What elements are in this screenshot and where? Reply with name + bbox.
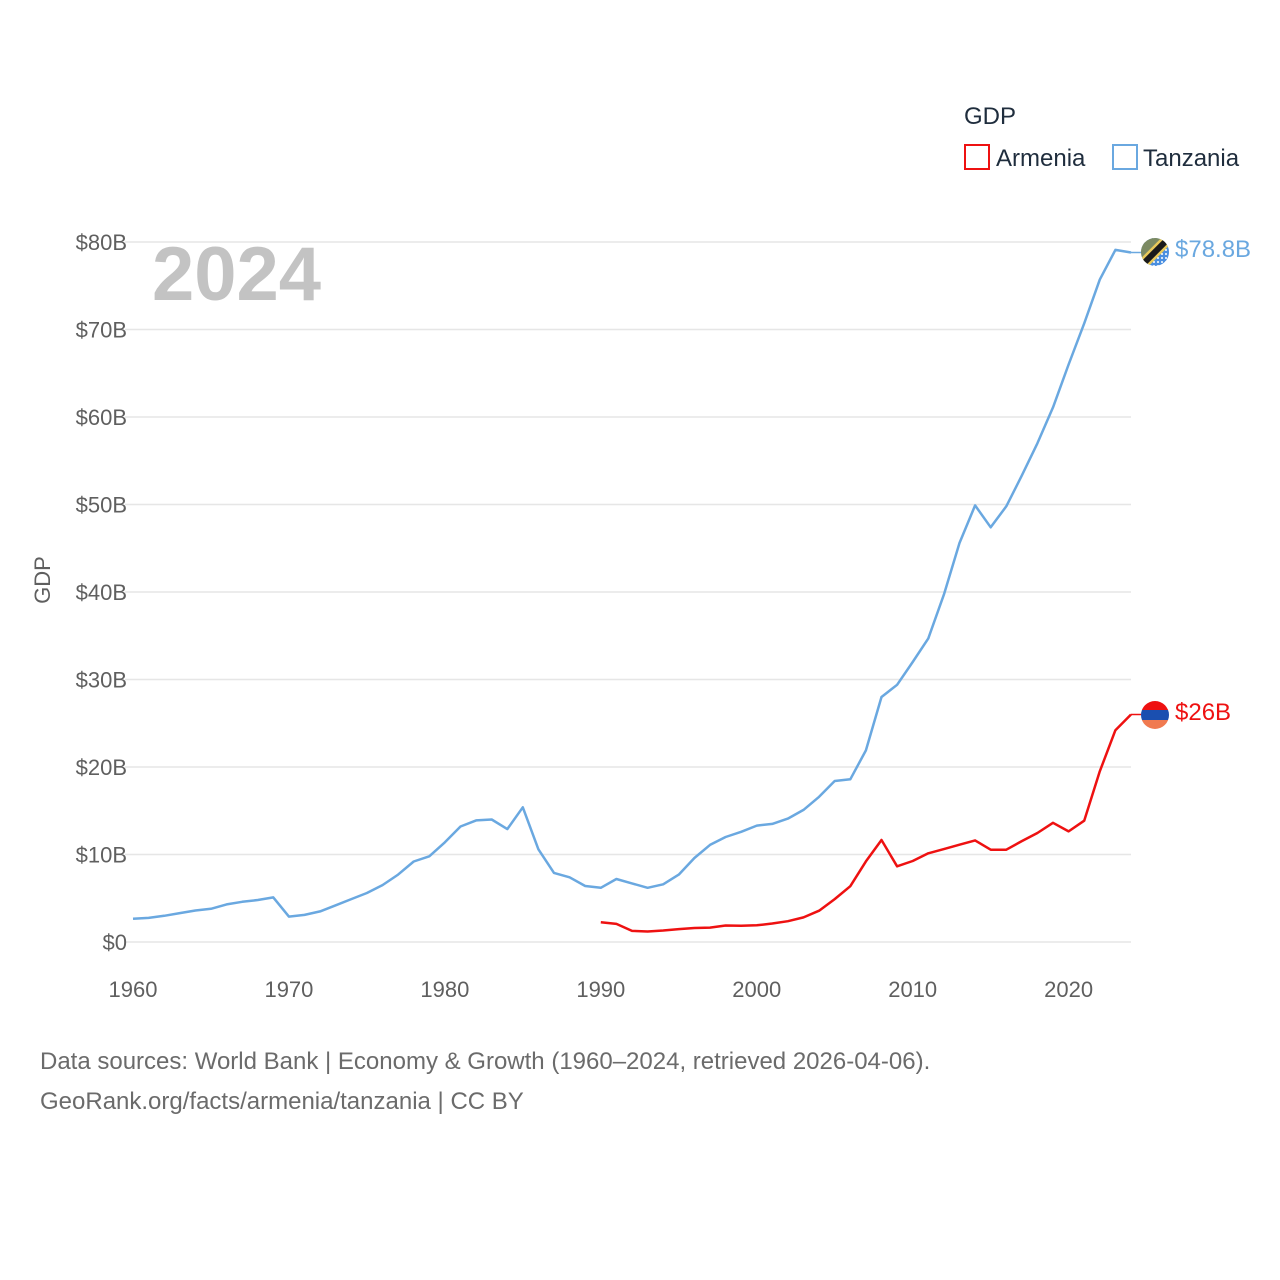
legend-title: GDP — [964, 103, 1016, 130]
tanzania-end-label: $78.8B — [1175, 236, 1251, 263]
x-tick-label: 1970 — [264, 977, 313, 1002]
legend-swatch-tanzania — [1112, 144, 1138, 170]
legend-item-armenia[interactable]: Armenia — [964, 144, 1086, 172]
x-tick-label: 1960 — [109, 977, 158, 1002]
legend-swatch-armenia — [964, 144, 990, 170]
y-axis: $0 $10B $20B $30B $40B $50B $60B $70B $80B — [76, 230, 127, 955]
legend-item-tanzania[interactable]: Tanzania — [1112, 144, 1240, 172]
y-tick-label: $50B — [76, 493, 127, 518]
year-watermark: 2024 — [152, 232, 321, 317]
gridlines — [125, 241, 1131, 943]
x-tick-label: 2000 — [732, 977, 781, 1002]
series-line-armenia — [600, 713, 1132, 933]
y-tick-label: $10B — [76, 843, 127, 868]
tanzania-flag-icon — [1141, 238, 1169, 266]
y-tick-label: $0 — [103, 930, 127, 955]
data-source-footer: Data sources: World Bank | Economy & Gro… — [40, 1042, 930, 1122]
legend-label-armenia: Armenia — [996, 145, 1086, 172]
y-tick-label: $30B — [76, 668, 127, 693]
x-axis: 1960 1970 1980 1990 2000 2010 2020 — [109, 977, 1094, 1002]
series-lines — [132, 248, 1141, 933]
x-tick-label: 1980 — [420, 977, 469, 1002]
armenia-end-label: $26B — [1175, 699, 1231, 726]
y-tick-label: $80B — [76, 230, 127, 255]
x-tick-label: 1990 — [576, 977, 625, 1002]
y-tick-label: $20B — [76, 755, 127, 780]
legend-label-tanzania: Tanzania — [1143, 145, 1240, 172]
legend: GDP Armenia Tanzania — [964, 103, 1240, 172]
y-axis-label: GDP — [30, 556, 55, 604]
y-tick-label: $40B — [76, 580, 127, 605]
x-tick-label: 2020 — [1044, 977, 1093, 1002]
y-tick-label: $70B — [76, 318, 127, 343]
series-line-tanzania — [132, 248, 1132, 921]
x-tick-label: 2010 — [888, 977, 937, 1002]
armenia-flag-icon — [1141, 701, 1169, 729]
y-tick-label: $60B — [76, 405, 127, 430]
source-line-1: Data sources: World Bank | Economy & Gro… — [40, 1048, 931, 1075]
source-line-2[interactable]: GeoRank.org/facts/armenia/tanzania | CC … — [40, 1088, 524, 1115]
